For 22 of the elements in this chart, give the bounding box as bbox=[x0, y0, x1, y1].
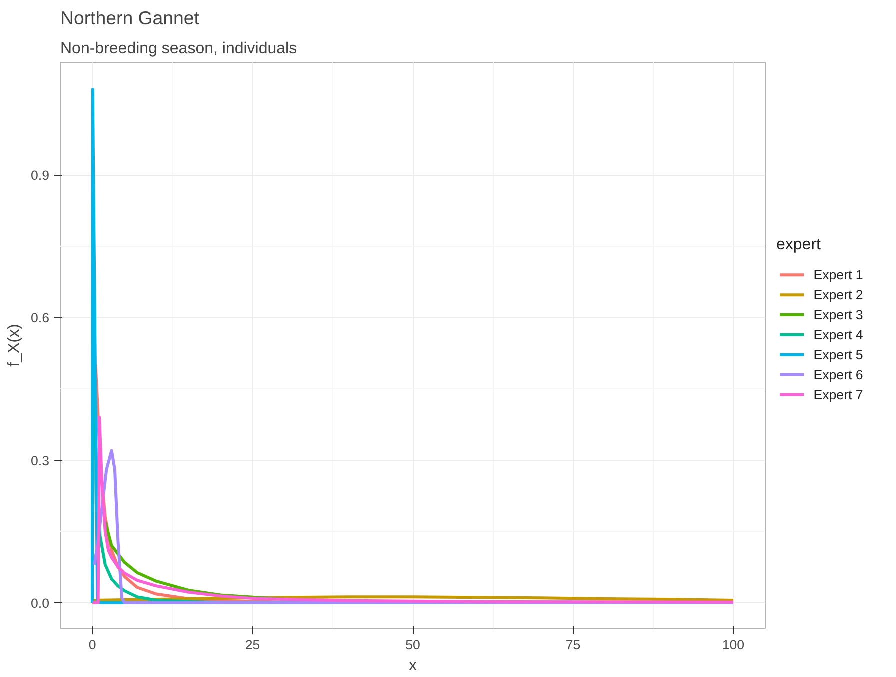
x-tick-label: 100 bbox=[722, 638, 745, 652]
x-axis-title: x bbox=[409, 658, 417, 674]
y-tick-label: 0.9 bbox=[30, 168, 50, 184]
legend-label: Expert 5 bbox=[814, 347, 864, 362]
legend-label: Expert 3 bbox=[814, 308, 864, 323]
line-series bbox=[91, 416, 735, 604]
legend-label: Expert 4 bbox=[814, 328, 864, 342]
chart-title: Northern Gannet bbox=[60, 8, 200, 28]
y-axis-title: f_X(x) bbox=[6, 324, 23, 367]
legend-label: Expert 1 bbox=[814, 268, 864, 283]
legend-label: Expert 7 bbox=[814, 387, 864, 402]
y-tick-label: 0.3 bbox=[30, 453, 50, 468]
x-tick-label: 0 bbox=[88, 638, 96, 652]
y-tick-label: 0.6 bbox=[30, 310, 50, 326]
x-tick-label: 25 bbox=[245, 638, 260, 652]
chart-subtitle: Non-breeding season, individuals bbox=[60, 40, 298, 58]
legend-title: expert bbox=[776, 236, 822, 254]
legend-label: Expert 6 bbox=[814, 367, 864, 382]
x-tick-label: 75 bbox=[566, 638, 581, 652]
legend-label: Expert 2 bbox=[814, 288, 864, 303]
x-tick-label: 50 bbox=[406, 638, 420, 652]
y-tick-label: 0.0 bbox=[30, 596, 50, 611]
